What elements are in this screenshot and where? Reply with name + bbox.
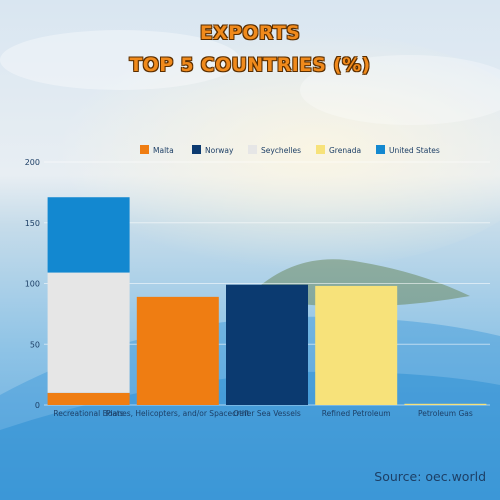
bar-recreational-boats-seychelles [47, 272, 130, 393]
legend-swatch-malta [140, 145, 149, 154]
x-tick-label: Planes, Helicopters, and/or Spacecraft [106, 409, 249, 418]
legend-swatch-grenada [316, 145, 325, 154]
legend-label-grenada: Grenada [329, 146, 361, 155]
y-tick-label: 0 [35, 401, 40, 410]
y-tick-label: 150 [25, 219, 40, 228]
x-tick-label: Refined Petroleum [322, 409, 391, 418]
x-tick-label: Recreational Boats [53, 409, 123, 418]
legend-label-malta: Malta [153, 146, 174, 155]
bar-recreational-boats-united-states [47, 197, 130, 273]
bar-petroleum-gas-grenada [404, 403, 487, 405]
legend-swatch-united-states [376, 145, 385, 154]
legend-label-united-states: United States [389, 146, 440, 155]
chart-title-line2: TOP 5 COUNTRIES (%) [129, 54, 371, 76]
legend-label-seychelles: Seychelles [261, 146, 301, 155]
legend-label-norway: Norway [205, 146, 234, 155]
bar-recreational-boats-malta [47, 392, 130, 405]
y-tick-label: 100 [25, 280, 40, 289]
chart-title-line1: EXPORTS [199, 22, 301, 44]
source-note: Source: oec.world [374, 469, 486, 484]
legend-swatch-seychelles [248, 145, 257, 154]
bar-other-sea-vessels-norway [226, 284, 308, 405]
x-tick-label: Other Sea Vessels [233, 409, 301, 418]
legend-swatch-norway [192, 145, 201, 154]
bar-refined-petroleum-grenada [315, 285, 398, 405]
y-tick-label: 200 [25, 158, 40, 167]
y-tick-label: 50 [30, 340, 40, 349]
bar-planes-helicopters-and-or-spacecraft-malta [136, 296, 219, 405]
x-tick-label: Petroleum Gas [418, 409, 473, 418]
